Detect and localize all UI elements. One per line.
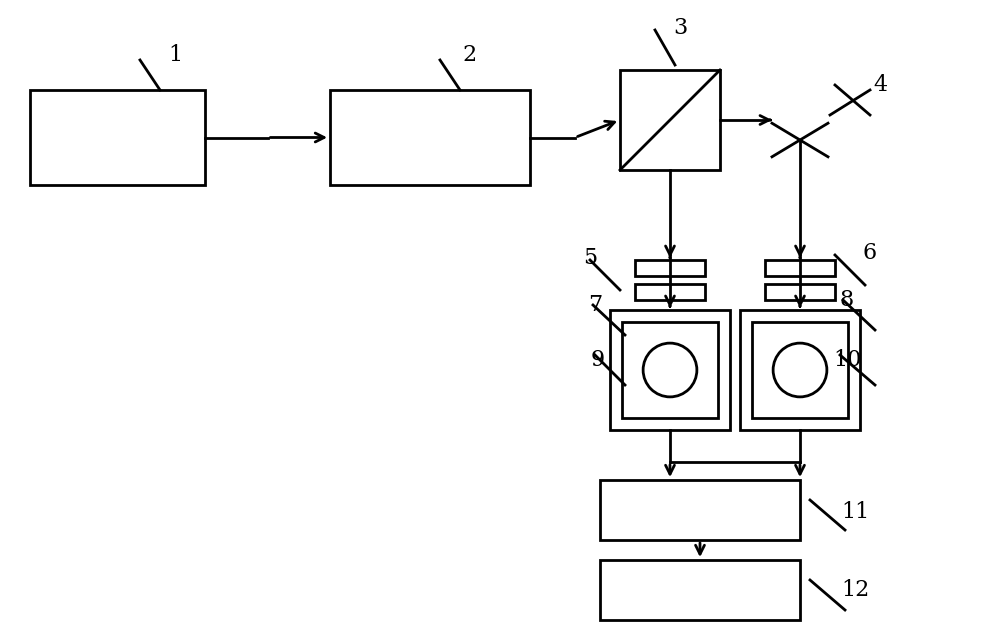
- Bar: [600, 480, 800, 540]
- Text: 3: 3: [673, 17, 687, 39]
- Text: 6: 6: [863, 242, 877, 264]
- Text: 7: 7: [588, 294, 602, 316]
- Bar: [330, 90, 530, 185]
- Text: 11: 11: [841, 501, 869, 523]
- Bar: [620, 70, 720, 170]
- Bar: [610, 310, 730, 430]
- Bar: [752, 322, 848, 418]
- Bar: [600, 560, 800, 620]
- Text: 5: 5: [583, 247, 597, 269]
- Text: 9: 9: [591, 349, 605, 371]
- Bar: [635, 260, 705, 276]
- Text: 8: 8: [840, 289, 854, 311]
- Text: 4: 4: [873, 74, 887, 96]
- Bar: [765, 284, 835, 300]
- Text: 1: 1: [168, 44, 182, 66]
- Bar: [30, 90, 205, 185]
- Bar: [635, 284, 705, 300]
- Bar: [622, 322, 718, 418]
- Text: 10: 10: [833, 349, 861, 371]
- Bar: [765, 260, 835, 276]
- Bar: [740, 310, 860, 430]
- Text: 12: 12: [841, 579, 869, 601]
- Text: 2: 2: [463, 44, 477, 66]
